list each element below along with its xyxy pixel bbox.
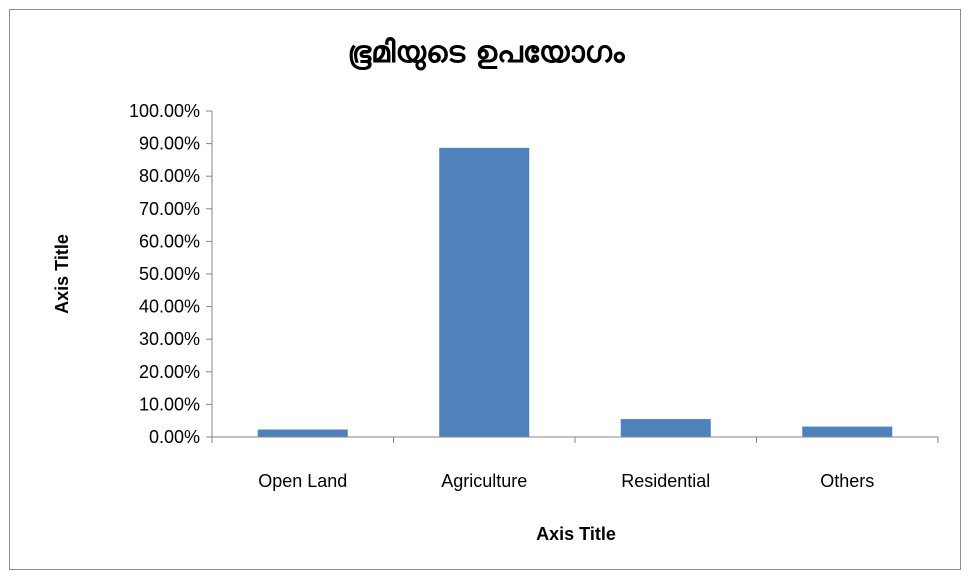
y-tick-label: 50.00% (139, 264, 200, 284)
y-tick-label: 100.00% (129, 101, 200, 121)
y-tick-label: 90.00% (139, 134, 200, 154)
bar-residential (620, 419, 711, 437)
chart-title: ഭൂമിയുടെ ഉപയോഗം (347, 35, 626, 71)
bar-open-land (257, 429, 348, 437)
y-tick-label: 40.00% (139, 297, 200, 317)
y-tick-label: 80.00% (139, 166, 200, 186)
y-tick-label: 30.00% (139, 329, 200, 349)
x-axis-ticks: Open Land Agriculture Residential Others (211, 437, 939, 491)
x-tick-label: Open Land (258, 471, 347, 491)
y-tick-label: 70.00% (139, 199, 200, 219)
bar-others (802, 426, 893, 437)
y-tick-label: 20.00% (139, 362, 200, 382)
y-tick-label: 0.00% (149, 427, 200, 447)
y-axis-title: Axis Title (52, 234, 72, 314)
y-axis-ticks: 0.00% 10.00% 20.00% 30.00% 40.00% 50.00% 60.00… (129, 101, 212, 447)
y-tick-label: 10.00% (139, 394, 200, 414)
x-tick-label: Others (820, 471, 874, 491)
y-tick-label: 60.00% (139, 231, 200, 251)
x-axis-title: Axis Title (536, 524, 616, 544)
bar-agriculture (439, 147, 530, 437)
x-tick-label: Residential (621, 471, 710, 491)
x-tick-label: Agriculture (441, 471, 527, 491)
bars (257, 147, 893, 437)
